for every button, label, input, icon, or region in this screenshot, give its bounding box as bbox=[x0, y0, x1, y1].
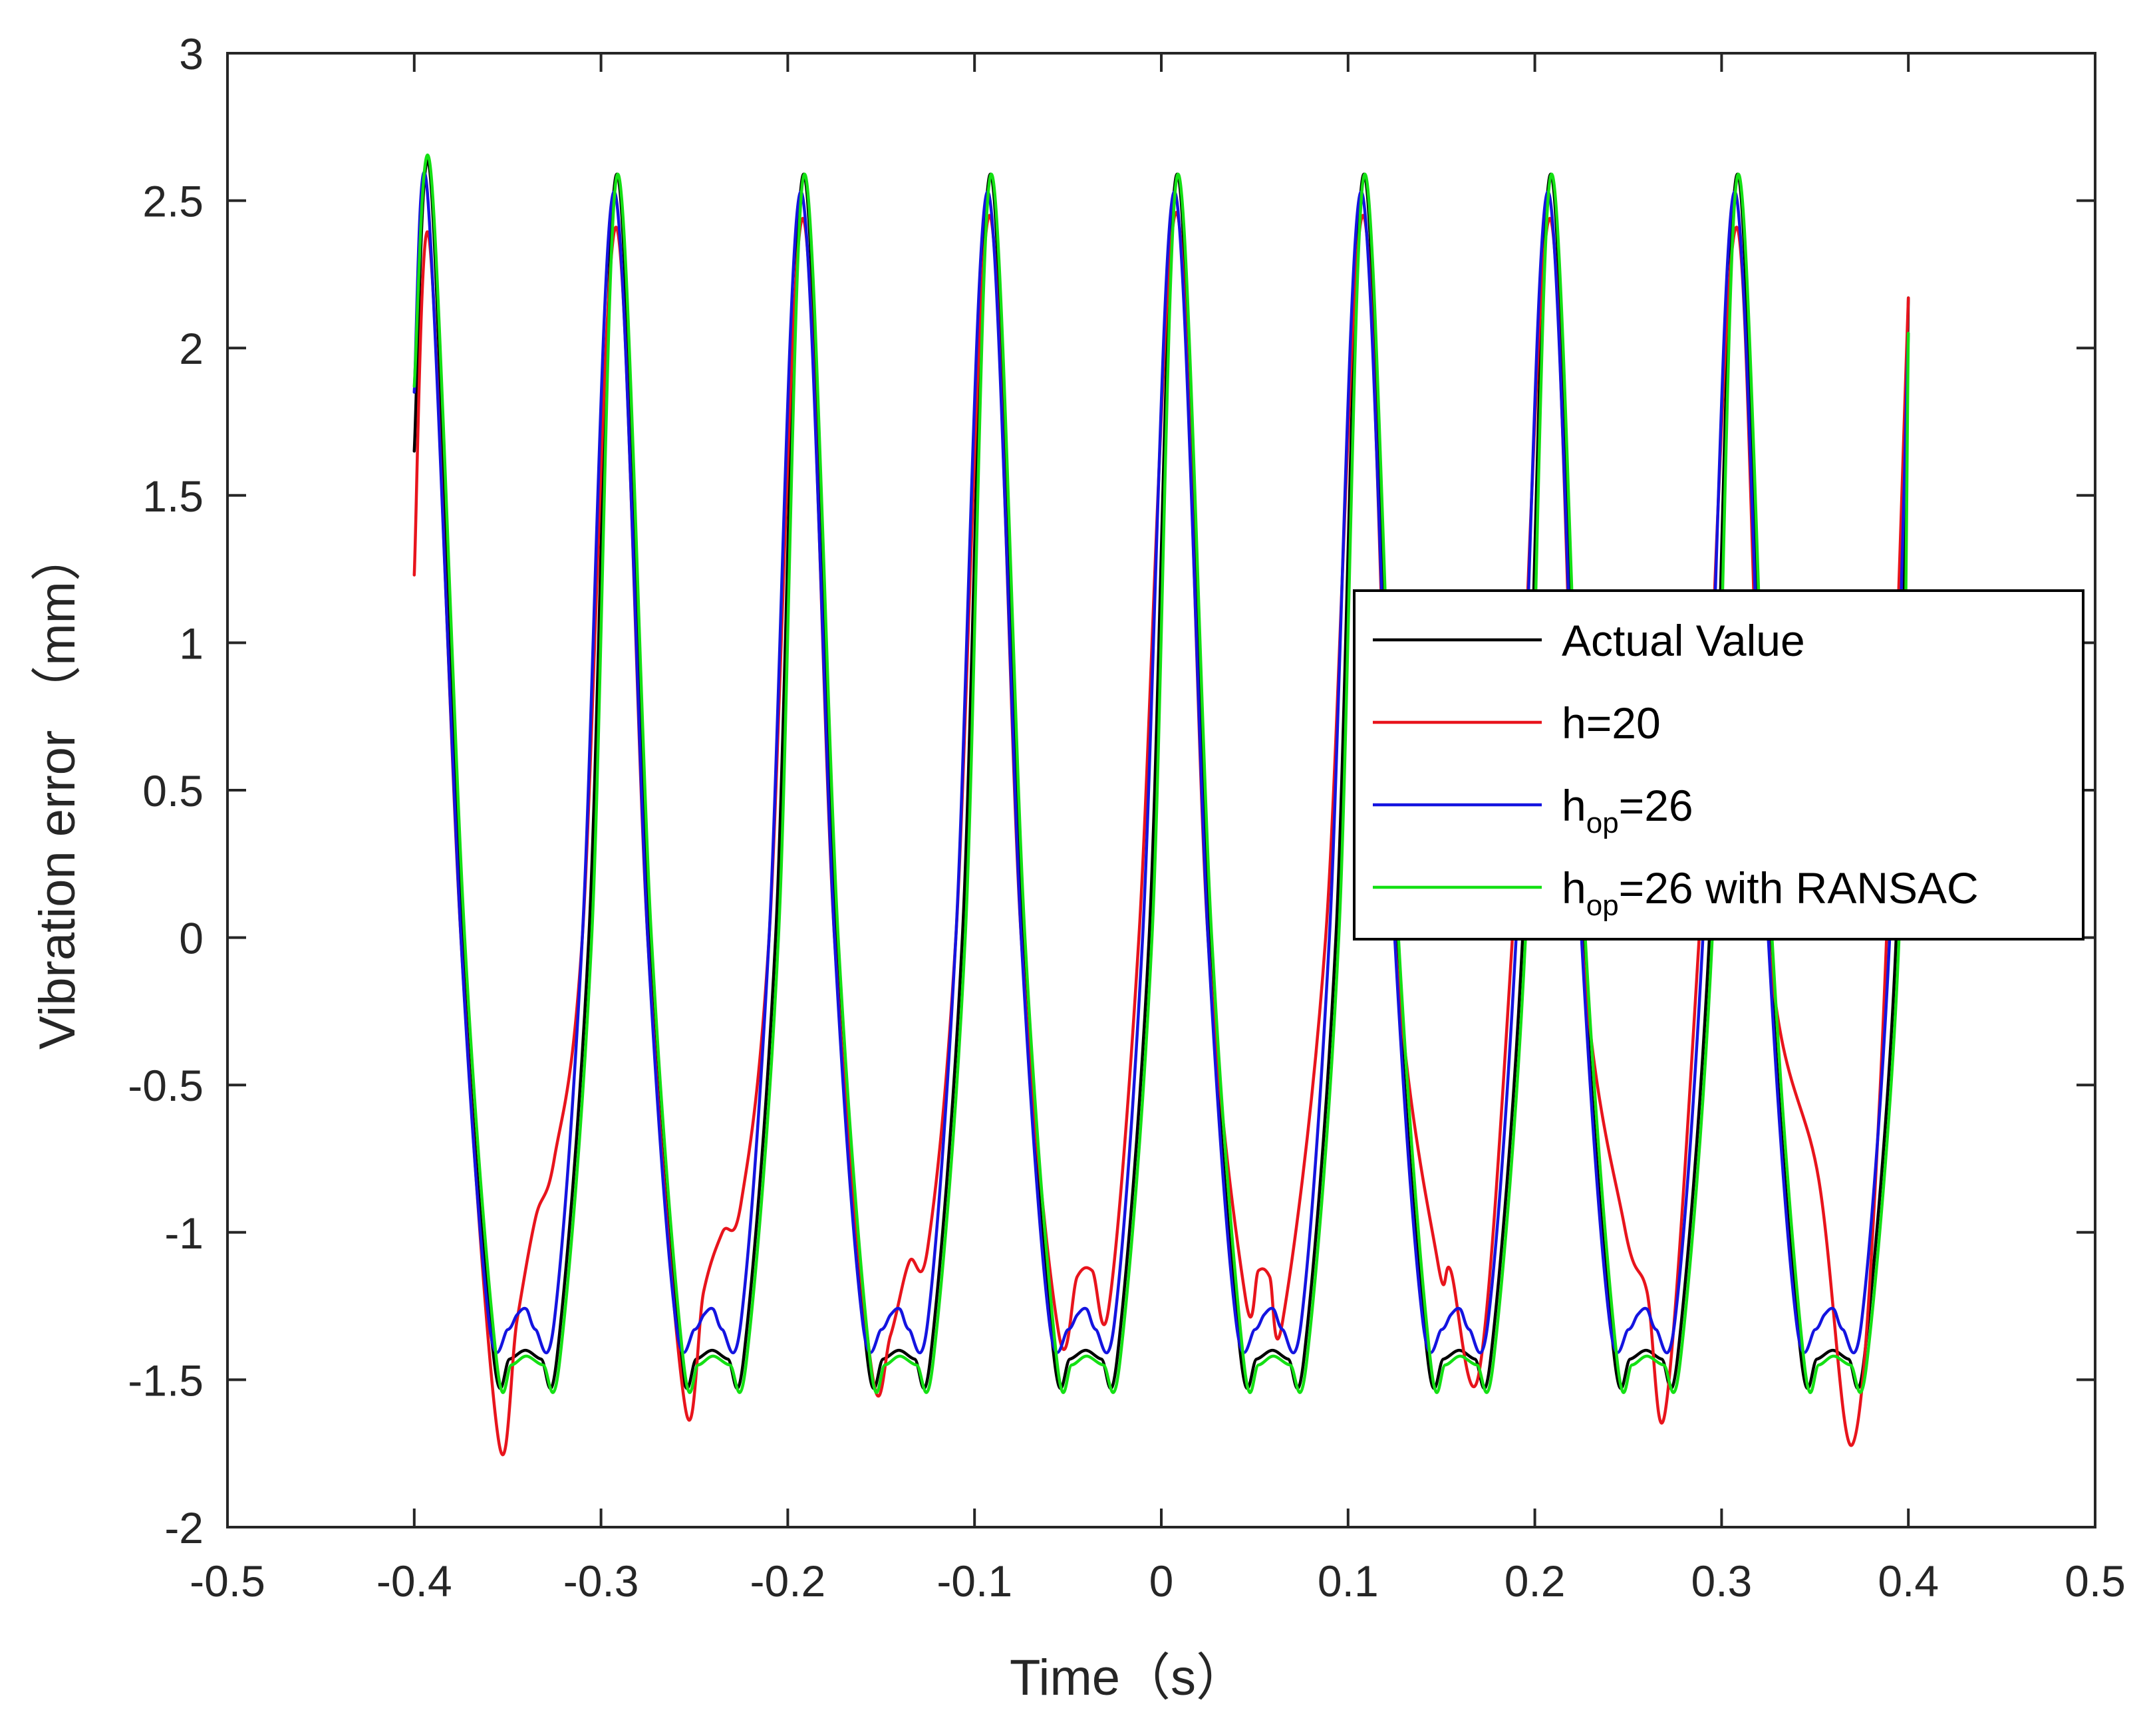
series-line-hop-26-with-ransac bbox=[412, 154, 1910, 1394]
series-layer bbox=[412, 154, 1910, 1457]
legend-text-main: Actual Value bbox=[1562, 616, 1805, 665]
x-tick-label: 0 bbox=[1149, 1556, 1174, 1606]
x-tick-label: -0.4 bbox=[376, 1556, 452, 1606]
series-line-hop-26 bbox=[412, 171, 1910, 1355]
y-tick-label: 0.5 bbox=[142, 766, 204, 815]
x-axis: -0.5 -0.4 -0.3 -0.2 -0.1 0 0.1 0.2 0.3 0.4 0.5 bbox=[190, 53, 2126, 1606]
x-tick-label: 0.5 bbox=[2065, 1556, 2126, 1606]
legend-label-hop-26: hop=26 bbox=[1562, 781, 1693, 839]
legend-label-actual-value: Actual Value bbox=[1562, 616, 1805, 665]
y-axis: -2 -1.5 -1 -0.5 0 0.5 1 1.5 2 2.5 3 bbox=[128, 29, 2095, 1552]
legend-text-subscript: op bbox=[1586, 807, 1619, 839]
x-tick-label: 0.4 bbox=[1878, 1556, 1939, 1606]
legend-text-main: h bbox=[1562, 781, 1586, 830]
y-tick-label: 0 bbox=[179, 914, 204, 963]
y-tick-label: 2 bbox=[179, 324, 204, 373]
legend-text-rest: =26 bbox=[1619, 781, 1693, 830]
legend-text-subscript: op bbox=[1586, 889, 1619, 922]
legend-label-h-20: h=20 bbox=[1562, 698, 1661, 748]
legend-label-hop-26-with-ransac: hop=26 with RANSAC bbox=[1562, 863, 1979, 922]
legend-text-main: h=20 bbox=[1562, 698, 1661, 748]
x-tick-label: 0.3 bbox=[1691, 1556, 1753, 1606]
y-tick-label: -0.5 bbox=[128, 1061, 204, 1110]
y-tick-label: 3 bbox=[179, 29, 204, 78]
x-tick-label: -0.3 bbox=[563, 1556, 639, 1606]
x-tick-label: -0.1 bbox=[936, 1556, 1012, 1606]
y-tick-label: -1 bbox=[164, 1209, 204, 1258]
y-axis-label: Vibration error （mm） bbox=[29, 531, 86, 1050]
x-tick-label: 0.1 bbox=[1318, 1556, 1379, 1606]
x-tick-label: 0.2 bbox=[1505, 1556, 1566, 1606]
y-tick-label: -2 bbox=[164, 1503, 204, 1552]
y-tick-label: 1.5 bbox=[142, 472, 204, 521]
x-axis-label: Time（s） bbox=[1010, 1650, 1246, 1706]
y-tick-label: -1.5 bbox=[128, 1356, 204, 1405]
y-tick-label: 1 bbox=[179, 619, 204, 668]
x-tick-label: -0.2 bbox=[750, 1556, 826, 1606]
x-tick-label: -0.5 bbox=[190, 1556, 265, 1606]
y-tick-label: 2.5 bbox=[142, 177, 204, 226]
legend-text-rest: =26 with RANSAC bbox=[1619, 863, 1979, 913]
legend-text-main: h bbox=[1562, 863, 1586, 913]
legend-box bbox=[1353, 589, 2084, 940]
